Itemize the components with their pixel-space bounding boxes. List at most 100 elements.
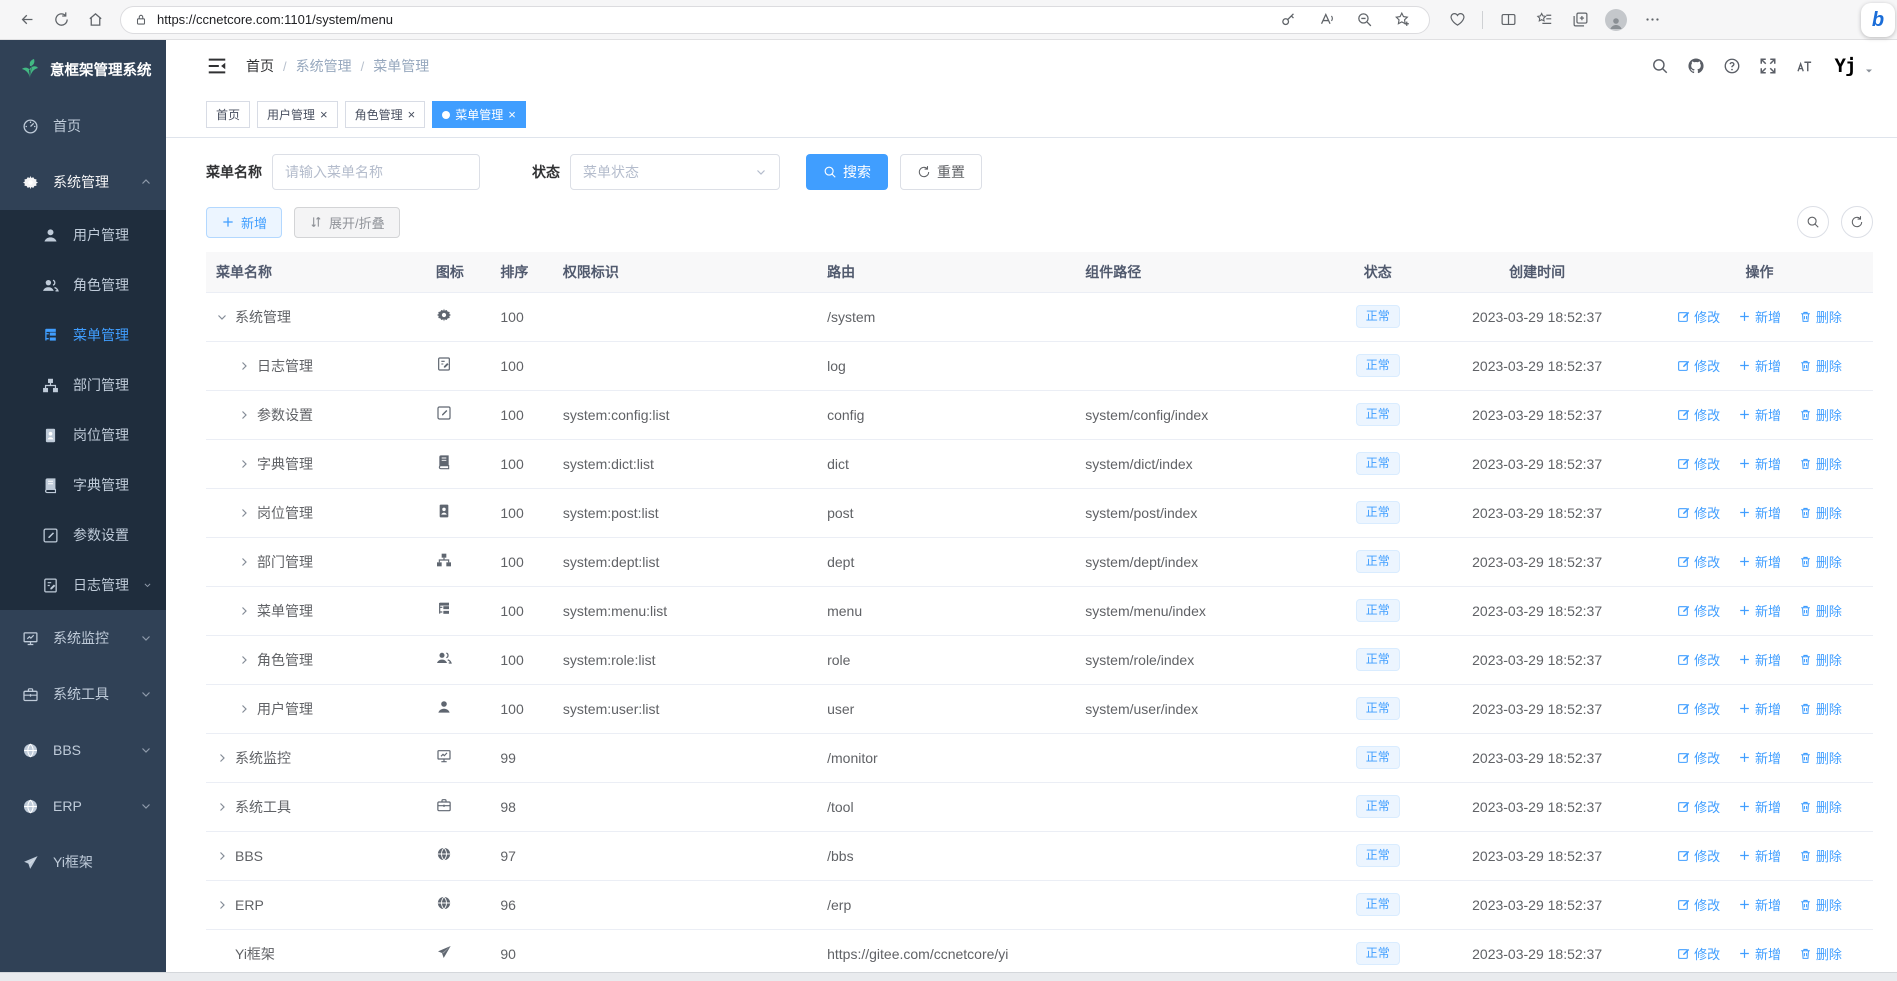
sidebar-item-menu[interactable]: 菜单管理 (0, 310, 166, 360)
status-select[interactable]: 菜单状态 (570, 154, 780, 190)
tree-toggle-icon[interactable] (216, 899, 228, 911)
tag-tab[interactable]: 首页 (206, 101, 251, 128)
edit-action[interactable]: 修改 (1677, 895, 1720, 914)
tab-close-icon[interactable]: × (407, 107, 416, 122)
edit-action[interactable]: 修改 (1677, 454, 1720, 473)
tree-toggle-icon[interactable] (216, 752, 228, 764)
caret-down-icon[interactable] (1863, 65, 1875, 77)
add-action[interactable]: 新增 (1738, 944, 1781, 963)
sidebar-item-config[interactable]: 参数设置 (0, 510, 166, 560)
favorites-icon[interactable] (1527, 5, 1561, 35)
address-bar[interactable]: https://ccnetcore.com:1101/system/menu (120, 5, 1430, 35)
sidebar-item-tool[interactable]: 系统工具 (0, 666, 166, 722)
favorite-add-icon[interactable] (1385, 5, 1419, 35)
tab-close-icon[interactable]: × (508, 107, 516, 122)
search-icon[interactable] (1645, 51, 1675, 81)
delete-action[interactable]: 删除 (1799, 846, 1842, 865)
delete-action[interactable]: 删除 (1799, 307, 1842, 326)
help-icon[interactable] (1717, 51, 1747, 81)
sidebar-item-bbs[interactable]: BBS (0, 722, 166, 778)
sidebar-item-log[interactable]: 日志管理 (0, 560, 166, 610)
sidebar-item-post[interactable]: 岗位管理 (0, 410, 166, 460)
add-button[interactable]: 新增 (206, 206, 283, 238)
browser-refresh-icon[interactable] (44, 5, 78, 35)
tree-toggle-icon[interactable] (238, 703, 250, 715)
tag-tab[interactable]: 菜单管理 × (432, 101, 526, 128)
sidebar-item-home[interactable]: 首页 (0, 98, 166, 154)
add-action[interactable]: 新增 (1738, 601, 1781, 620)
sidebar-item-dict[interactable]: 字典管理 (0, 460, 166, 510)
breadcrumb-item[interactable]: 系统管理 (295, 58, 352, 74)
edit-action[interactable]: 修改 (1677, 944, 1720, 963)
read-aloud-icon[interactable] (1309, 5, 1343, 35)
tab-close-icon[interactable]: × (320, 107, 328, 122)
browser-essentials-icon[interactable] (1440, 5, 1474, 35)
add-action[interactable]: 新增 (1738, 405, 1781, 424)
add-action[interactable]: 新增 (1738, 503, 1781, 522)
github-icon[interactable] (1681, 51, 1711, 81)
tree-toggle-icon[interactable] (216, 850, 228, 862)
delete-action[interactable]: 删除 (1799, 699, 1842, 718)
tree-toggle-icon[interactable] (238, 507, 250, 519)
sidebar-item-dept[interactable]: 部门管理 (0, 360, 166, 410)
sidebar-item-monitor[interactable]: 系统监控 (0, 610, 166, 666)
fullscreen-icon[interactable] (1753, 51, 1783, 81)
tree-toggle-icon[interactable] (238, 605, 250, 617)
edit-action[interactable]: 修改 (1677, 307, 1720, 326)
edit-action[interactable]: 修改 (1677, 601, 1720, 620)
browser-home-icon[interactable] (78, 5, 112, 35)
expand-collapse-button[interactable]: 展开/折叠 (294, 206, 400, 238)
split-screen-icon[interactable] (1491, 5, 1525, 35)
delete-action[interactable]: 删除 (1799, 748, 1842, 767)
delete-action[interactable]: 删除 (1799, 895, 1842, 914)
delete-action[interactable]: 删除 (1799, 944, 1842, 963)
tree-toggle-icon[interactable] (216, 311, 228, 323)
add-action[interactable]: 新增 (1738, 846, 1781, 865)
menu-name-input[interactable] (272, 154, 480, 190)
refresh-table-button[interactable] (1841, 206, 1873, 238)
breadcrumb-item[interactable]: 首页 (246, 58, 274, 74)
edit-action[interactable]: 修改 (1677, 356, 1720, 375)
edit-action[interactable]: 修改 (1677, 552, 1720, 571)
bing-chat-icon[interactable]: b (1861, 3, 1895, 37)
edit-action[interactable]: 修改 (1677, 748, 1720, 767)
tag-tab[interactable]: 用户管理 × (257, 101, 338, 128)
delete-action[interactable]: 删除 (1799, 356, 1842, 375)
fold-menu-icon[interactable] (206, 55, 228, 77)
search-button[interactable]: 搜索 (806, 154, 888, 190)
sidebar-item-erp[interactable]: ERP (0, 778, 166, 834)
add-action[interactable]: 新增 (1738, 356, 1781, 375)
key-icon[interactable] (1271, 5, 1305, 35)
edit-action[interactable]: 修改 (1677, 503, 1720, 522)
edit-action[interactable]: 修改 (1677, 797, 1720, 816)
add-action[interactable]: 新增 (1738, 454, 1781, 473)
more-menu-icon[interactable] (1635, 5, 1669, 35)
tree-toggle-icon[interactable] (238, 654, 250, 666)
delete-action[interactable]: 删除 (1799, 552, 1842, 571)
add-action[interactable]: 新增 (1738, 552, 1781, 571)
app-logo[interactable]: 意框架管理系统 (0, 40, 166, 98)
url-text[interactable]: https://ccnetcore.com:1101/system/menu (157, 12, 394, 27)
profile-avatar[interactable] (1599, 5, 1633, 35)
add-action[interactable]: 新增 (1738, 307, 1781, 326)
delete-action[interactable]: 删除 (1799, 797, 1842, 816)
tree-toggle-icon[interactable] (238, 556, 250, 568)
collections-icon[interactable] (1563, 5, 1597, 35)
add-action[interactable]: 新增 (1738, 748, 1781, 767)
tree-toggle-icon[interactable] (216, 801, 228, 813)
edit-action[interactable]: 修改 (1677, 699, 1720, 718)
zoom-out-icon[interactable] (1347, 5, 1381, 35)
delete-action[interactable]: 删除 (1799, 601, 1842, 620)
delete-action[interactable]: 删除 (1799, 454, 1842, 473)
sidebar-item-role[interactable]: 角色管理 (0, 260, 166, 310)
lock-icon[interactable] (131, 5, 151, 35)
delete-action[interactable]: 删除 (1799, 503, 1842, 522)
sidebar-item-system[interactable]: 系统管理 (0, 154, 166, 210)
delete-action[interactable]: 删除 (1799, 650, 1842, 669)
tag-tab[interactable]: 角色管理 × (344, 101, 426, 128)
edit-action[interactable]: 修改 (1677, 846, 1720, 865)
font-size-icon[interactable] (1789, 51, 1819, 81)
add-action[interactable]: 新增 (1738, 895, 1781, 914)
tree-toggle-icon[interactable] (238, 458, 250, 470)
tree-toggle-icon[interactable] (238, 409, 250, 421)
